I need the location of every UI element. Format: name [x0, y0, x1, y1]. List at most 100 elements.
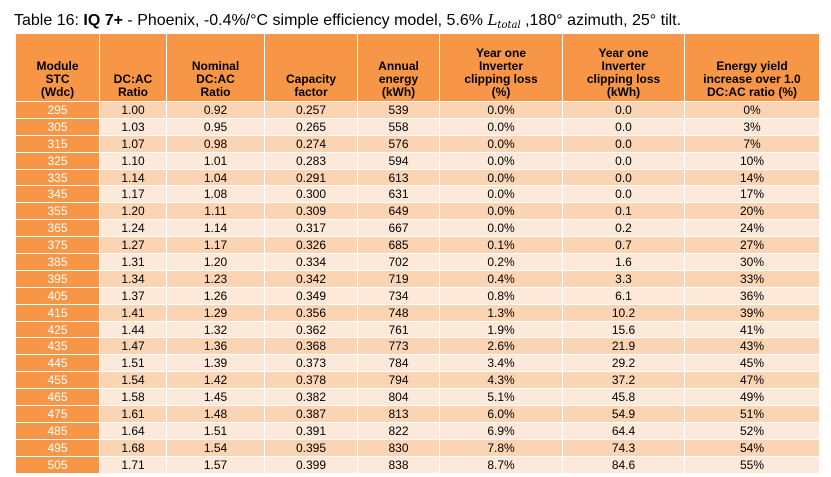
table-row: 485 1.64 1.51 0.391 822 6.9% 64.4 52% [15, 421, 820, 440]
cell-clipping-loss-kwh: 54.9 [562, 405, 685, 423]
cell-capacity-factor: 0.395 [264, 438, 358, 457]
cell-dc-ac-ratio: 1.47 [99, 337, 167, 356]
cell-capacity-factor: 0.257 [264, 101, 358, 119]
cell-clipping-loss-pct: 0.0% [439, 168, 563, 187]
cell-energy-yield-increase: 49% [684, 388, 820, 407]
header-clipping-loss-kwh: Year one Inverter clipping loss (kWh) [562, 33, 685, 102]
table-row: 435 1.47 1.36 0.368 773 2.6% 21.9 43% [15, 337, 820, 356]
cell-clipping-loss-kwh: 0.0 [562, 151, 685, 170]
cell-dc-ac-ratio: 1.07 [99, 134, 167, 153]
cell-clipping-loss-pct: 6.0% [439, 405, 563, 423]
table-row: 355 1.20 1.11 0.309 649 0.0% 0.1 20% [15, 202, 820, 221]
cell-nominal-dc-ac-ratio: 1.29 [166, 303, 265, 322]
table-row: 325 1.10 1.01 0.283 594 0.0% 0.0 10% [15, 151, 820, 170]
cell-dc-ac-ratio: 1.58 [99, 388, 167, 407]
cell-annual-energy: 734 [357, 286, 440, 305]
cell-capacity-factor: 0.368 [264, 337, 358, 356]
cell-energy-yield-increase: 52% [684, 421, 820, 440]
cell-module-stc: 365 [15, 219, 100, 238]
cell-capacity-factor: 0.399 [264, 455, 358, 474]
cell-nominal-dc-ac-ratio: 1.08 [166, 185, 265, 204]
cell-clipping-loss-pct: 0.0% [439, 117, 563, 136]
cell-annual-energy: 576 [357, 134, 440, 153]
cell-dc-ac-ratio: 1.51 [99, 354, 167, 373]
cell-nominal-dc-ac-ratio: 1.32 [166, 320, 265, 339]
cell-clipping-loss-kwh: 84.6 [562, 455, 685, 474]
cell-dc-ac-ratio: 1.24 [99, 219, 167, 238]
cell-nominal-dc-ac-ratio: 1.01 [166, 151, 265, 170]
cell-annual-energy: 631 [357, 185, 440, 204]
header-annual-energy: Annual energy (kWh) [357, 33, 440, 102]
header-line: clipping loss [464, 72, 538, 86]
caption-math-var: L [487, 11, 498, 29]
cell-module-stc: 385 [15, 253, 100, 271]
cell-module-stc: 425 [15, 320, 100, 339]
table-row: 445 1.51 1.39 0.373 784 3.4% 29.2 45% [15, 354, 820, 373]
cell-energy-yield-increase: 24% [684, 219, 820, 238]
cell-clipping-loss-pct: 1.3% [439, 303, 563, 322]
cell-clipping-loss-pct: 4.3% [439, 371, 563, 390]
header-line: Energy yield [716, 59, 788, 73]
cell-module-stc: 305 [15, 117, 100, 136]
cell-clipping-loss-pct: 0.8% [439, 286, 563, 305]
cell-nominal-dc-ac-ratio: 1.04 [166, 168, 265, 187]
cell-dc-ac-ratio: 1.31 [99, 253, 167, 271]
cell-module-stc: 455 [15, 371, 100, 390]
header-line: (%) [491, 85, 511, 99]
cell-clipping-loss-kwh: 10.2 [562, 303, 685, 322]
cell-dc-ac-ratio: 1.64 [99, 421, 167, 440]
header-line: (Wdc) [40, 85, 75, 99]
cell-clipping-loss-pct: 8.7% [439, 455, 563, 474]
cell-capacity-factor: 0.283 [264, 151, 358, 170]
cell-energy-yield-increase: 0% [684, 101, 820, 119]
cell-clipping-loss-pct: 0.0% [439, 202, 563, 221]
cell-annual-energy: 838 [357, 455, 440, 474]
cell-annual-energy: 667 [357, 219, 440, 238]
cell-annual-energy: 594 [357, 151, 440, 170]
cell-nominal-dc-ac-ratio: 1.11 [166, 202, 265, 221]
cell-annual-energy: 685 [357, 236, 440, 255]
cell-module-stc: 295 [15, 101, 100, 119]
cell-annual-energy: 613 [357, 168, 440, 187]
header-module-stc: Module STC (Wdc) [15, 33, 100, 102]
header-line: (kWh) [381, 85, 416, 99]
cell-nominal-dc-ac-ratio: 0.95 [166, 117, 265, 136]
cell-module-stc: 485 [15, 421, 100, 440]
cell-capacity-factor: 0.317 [264, 219, 358, 238]
table-row: 495 1.68 1.54 0.395 830 7.8% 74.3 54% [15, 438, 820, 457]
cell-nominal-dc-ac-ratio: 1.26 [166, 286, 265, 305]
cell-module-stc: 375 [15, 236, 100, 255]
cell-module-stc: 315 [15, 134, 100, 153]
cell-clipping-loss-kwh: 1.6 [562, 253, 685, 271]
cell-module-stc: 325 [15, 151, 100, 170]
cell-module-stc: 445 [15, 354, 100, 373]
cell-clipping-loss-kwh: 74.3 [562, 438, 685, 457]
cell-energy-yield-increase: 3% [684, 117, 820, 136]
cell-module-stc: 505 [15, 455, 100, 474]
cell-module-stc: 475 [15, 405, 100, 423]
header-line: clipping loss [586, 72, 661, 86]
table-row: 335 1.14 1.04 0.291 613 0.0% 0.0 14% [15, 168, 820, 187]
cell-module-stc: 335 [15, 168, 100, 187]
cell-clipping-loss-pct: 0.2% [439, 253, 563, 271]
cell-module-stc: 495 [15, 438, 100, 457]
cell-nominal-dc-ac-ratio: 1.57 [166, 455, 265, 474]
cell-capacity-factor: 0.373 [264, 354, 358, 373]
header-line: energy [378, 72, 419, 86]
cell-energy-yield-increase: 17% [684, 185, 820, 204]
table-row: 395 1.34 1.23 0.342 719 0.4% 3.3 33% [15, 269, 820, 288]
header-line: Annual [378, 59, 419, 73]
cell-module-stc: 435 [15, 337, 100, 356]
cell-energy-yield-increase: 51% [684, 405, 820, 423]
cell-nominal-dc-ac-ratio: 1.20 [166, 253, 265, 271]
table-body: 295 1.00 0.92 0.257 539 0.0% 0.0 0% 305 1.03 0.95 0… [15, 101, 820, 474]
table-row: 385 1.31 1.20 0.334 702 0.2% 1.6 30% [15, 253, 820, 271]
cell-clipping-loss-pct: 3.4% [439, 354, 563, 373]
cell-dc-ac-ratio: 1.54 [99, 371, 167, 390]
cell-clipping-loss-kwh: 0.7 [562, 236, 685, 255]
table-row: 415 1.41 1.29 0.356 748 1.3% 10.2 39% [15, 303, 820, 322]
cell-nominal-dc-ac-ratio: 1.23 [166, 269, 265, 288]
cell-clipping-loss-kwh: 29.2 [562, 354, 685, 373]
cell-clipping-loss-pct: 0.0% [439, 151, 563, 170]
header-clipping-loss-pct: Year one Inverter clipping loss (%) [439, 33, 563, 102]
